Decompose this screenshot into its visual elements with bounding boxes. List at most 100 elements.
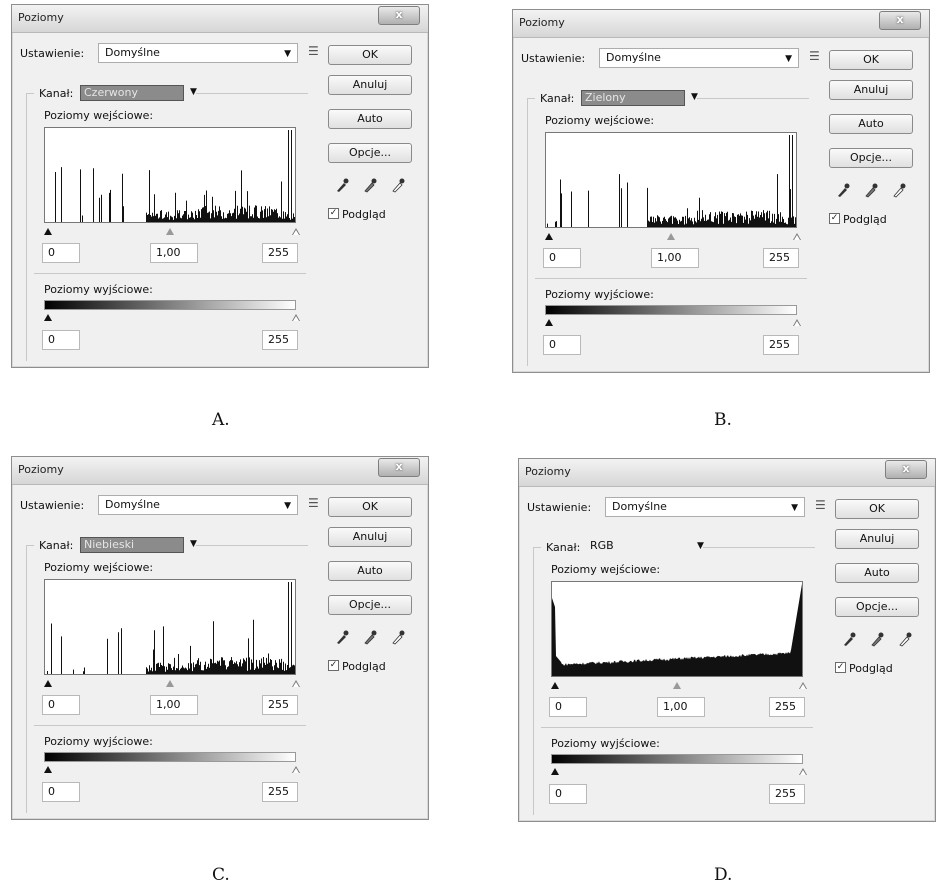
white-eyedropper-icon[interactable] bbox=[891, 182, 907, 198]
input-gamma-field[interactable]: 1,00 bbox=[651, 248, 699, 268]
preview-checkbox[interactable]: ✓ bbox=[829, 213, 840, 224]
input-white-slider[interactable] bbox=[799, 682, 807, 689]
channel-value: Zielony bbox=[585, 91, 626, 104]
white-eyedropper-icon[interactable] bbox=[390, 177, 406, 193]
channel-select[interactable]: Zielony bbox=[581, 90, 685, 106]
cancel-button[interactable]: Anuluj bbox=[829, 80, 913, 100]
input-white-field[interactable]: 255 bbox=[262, 695, 298, 715]
input-black-slider[interactable] bbox=[551, 682, 559, 689]
input-gamma-slider[interactable] bbox=[166, 680, 174, 687]
output-white-slider[interactable] bbox=[292, 314, 300, 321]
ok-button[interactable]: OK bbox=[328, 45, 412, 65]
dialog-title: Poziomy bbox=[18, 463, 64, 476]
output-black-field[interactable]: 0 bbox=[42, 782, 80, 802]
options-button[interactable]: Opcje... bbox=[829, 148, 913, 168]
input-gamma-field[interactable]: 1,00 bbox=[150, 695, 198, 715]
white-eyedropper-icon[interactable] bbox=[390, 629, 406, 645]
input-black-field[interactable]: 0 bbox=[42, 695, 80, 715]
input-white-slider[interactable] bbox=[292, 228, 300, 235]
ok-button[interactable]: OK bbox=[835, 499, 919, 519]
preview-checkbox[interactable]: ✓ bbox=[835, 662, 846, 673]
preset-menu-icon[interactable]: ☰ bbox=[308, 496, 319, 510]
options-button[interactable]: Opcje... bbox=[835, 597, 919, 617]
ok-button[interactable]: OK bbox=[328, 497, 412, 517]
black-eyedropper-icon[interactable] bbox=[334, 177, 350, 193]
title-bar[interactable]: Poziomy x bbox=[513, 10, 929, 38]
channel-select[interactable]: RGB bbox=[587, 539, 691, 555]
output-white-field[interactable]: 255 bbox=[262, 330, 298, 350]
close-button[interactable]: x bbox=[879, 11, 921, 30]
gray-eyedropper-icon[interactable] bbox=[863, 182, 879, 198]
output-black-field[interactable]: 0 bbox=[543, 335, 581, 355]
input-black-slider[interactable] bbox=[545, 233, 553, 240]
preset-select[interactable]: Domyślne ▼ bbox=[98, 43, 298, 63]
output-black-slider[interactable] bbox=[44, 314, 52, 321]
auto-button[interactable]: Auto bbox=[829, 114, 913, 134]
close-button[interactable]: x bbox=[885, 460, 927, 479]
preset-select[interactable]: Domyślne ▼ bbox=[605, 497, 805, 517]
preset-select[interactable]: Domyślne ▼ bbox=[599, 48, 799, 68]
histogram bbox=[44, 127, 296, 223]
title-bar[interactable]: Poziomy x bbox=[519, 459, 935, 487]
output-white-slider[interactable] bbox=[793, 319, 801, 326]
options-button[interactable]: Opcje... bbox=[328, 595, 412, 615]
output-white-slider[interactable] bbox=[799, 768, 807, 775]
output-white-field[interactable]: 255 bbox=[262, 782, 298, 802]
auto-button[interactable]: Auto bbox=[328, 561, 412, 581]
input-gamma-slider[interactable] bbox=[673, 682, 681, 689]
chevron-down-icon: ▼ bbox=[284, 501, 291, 511]
input-white-slider[interactable] bbox=[793, 233, 801, 240]
output-black-slider[interactable] bbox=[545, 319, 553, 326]
white-eyedropper-icon[interactable] bbox=[897, 631, 913, 647]
output-white-field[interactable]: 255 bbox=[763, 335, 799, 355]
preset-select[interactable]: Domyślne ▼ bbox=[98, 495, 298, 515]
output-black-slider[interactable] bbox=[551, 768, 559, 775]
title-bar[interactable]: Poziomy x bbox=[12, 5, 428, 33]
output-black-slider[interactable] bbox=[44, 766, 52, 773]
preset-menu-icon[interactable]: ☰ bbox=[308, 44, 319, 58]
input-white-field[interactable]: 255 bbox=[769, 697, 805, 717]
input-black-slider[interactable] bbox=[44, 228, 52, 235]
input-gamma-field[interactable]: 1,00 bbox=[150, 243, 198, 263]
input-white-field[interactable]: 255 bbox=[763, 248, 799, 268]
channel-select[interactable]: Niebieski bbox=[80, 537, 184, 553]
preset-menu-icon[interactable]: ☰ bbox=[815, 498, 826, 512]
gray-eyedropper-icon[interactable] bbox=[362, 629, 378, 645]
auto-button[interactable]: Auto bbox=[835, 563, 919, 583]
input-black-field[interactable]: 0 bbox=[543, 248, 581, 268]
cancel-button[interactable]: Anuluj bbox=[328, 75, 412, 95]
preview-checkbox[interactable]: ✓ bbox=[328, 208, 339, 219]
input-white-slider[interactable] bbox=[292, 680, 300, 687]
black-eyedropper-icon[interactable] bbox=[334, 629, 350, 645]
output-white-slider[interactable] bbox=[292, 766, 300, 773]
group-border bbox=[26, 545, 34, 546]
input-gamma-field[interactable]: 1,00 bbox=[657, 697, 705, 717]
preview-checkbox[interactable]: ✓ bbox=[328, 660, 339, 671]
output-black-field[interactable]: 0 bbox=[42, 330, 80, 350]
channel-select[interactable]: Czerwony bbox=[80, 85, 184, 101]
gray-eyedropper-icon[interactable] bbox=[362, 177, 378, 193]
input-black-field[interactable]: 0 bbox=[42, 243, 80, 263]
auto-button[interactable]: Auto bbox=[328, 109, 412, 129]
input-black-field[interactable]: 0 bbox=[549, 697, 587, 717]
preset-menu-icon[interactable]: ☰ bbox=[809, 49, 820, 63]
ok-button[interactable]: OK bbox=[829, 50, 913, 70]
cancel-button[interactable]: Anuluj bbox=[328, 527, 412, 547]
input-gamma-slider[interactable] bbox=[166, 228, 174, 235]
title-bar[interactable]: Poziomy x bbox=[12, 457, 428, 485]
input-gamma-slider[interactable] bbox=[667, 233, 675, 240]
input-white-field[interactable]: 255 bbox=[262, 243, 298, 263]
output-black-field[interactable]: 0 bbox=[549, 784, 587, 804]
options-button[interactable]: Opcje... bbox=[328, 143, 412, 163]
black-eyedropper-icon[interactable] bbox=[835, 182, 851, 198]
black-eyedropper-icon[interactable] bbox=[841, 631, 857, 647]
histogram bbox=[545, 132, 797, 228]
cancel-button[interactable]: Anuluj bbox=[835, 529, 919, 549]
preset-label: Ustawienie: bbox=[527, 501, 592, 514]
gray-eyedropper-icon[interactable] bbox=[869, 631, 885, 647]
output-white-field[interactable]: 255 bbox=[769, 784, 805, 804]
input-black-slider[interactable] bbox=[44, 680, 52, 687]
close-button[interactable]: x bbox=[378, 6, 420, 25]
close-button[interactable]: x bbox=[378, 458, 420, 477]
caption-d: D. bbox=[714, 865, 733, 885]
